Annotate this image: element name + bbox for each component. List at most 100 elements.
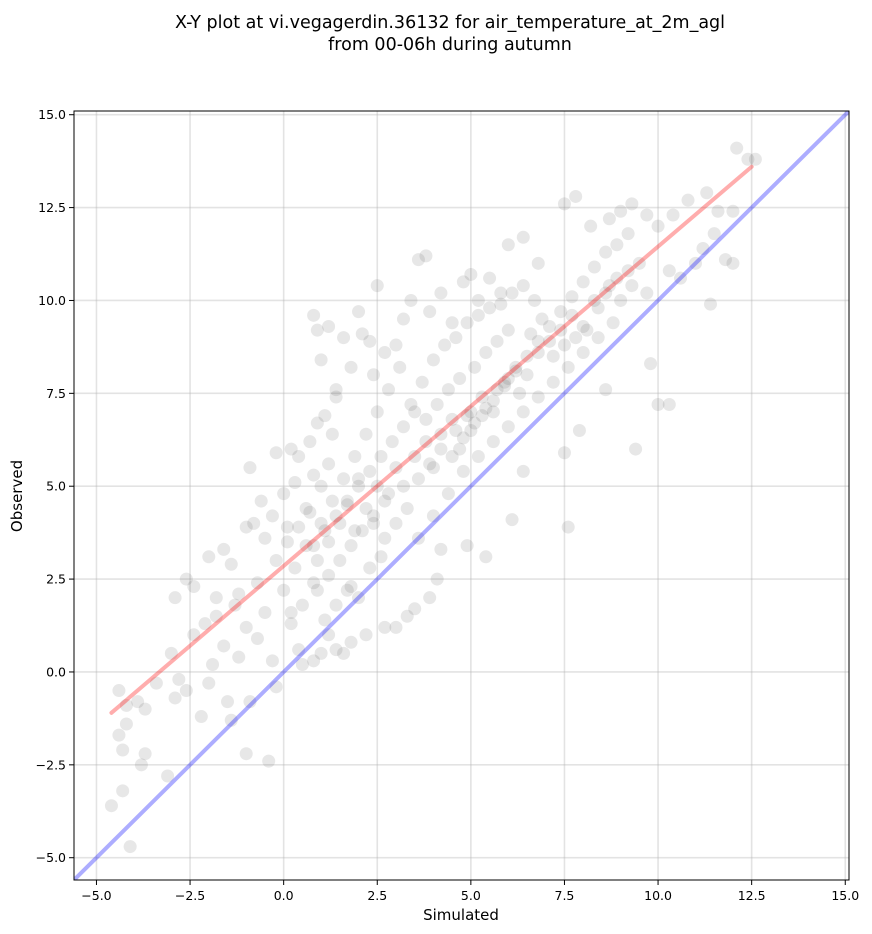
data-point [363,334,377,348]
data-point [310,323,324,337]
data-point [344,580,358,594]
data-point [303,435,317,449]
data-point [471,308,485,322]
data-point [662,397,676,411]
data-point [498,379,512,393]
data-point [441,383,455,397]
data-point [277,583,291,597]
data-point [453,371,467,385]
data-point [644,357,658,371]
data-point [254,494,268,508]
data-point [411,472,425,486]
data-point [322,628,336,642]
data-point [475,409,489,423]
data-point [546,349,560,363]
data-point [434,427,448,441]
data-point [524,327,538,341]
data-point [513,386,527,400]
data-point [232,587,246,601]
data-point [610,271,624,285]
data-point [441,487,455,501]
data-point [565,290,579,304]
data-point [217,542,231,556]
data-point [228,598,242,612]
data-point [599,286,613,300]
data-point [554,323,568,337]
data-point [284,606,298,620]
data-point [505,513,519,527]
data-point [606,316,620,330]
data-point [426,353,440,367]
data-point [239,747,253,761]
data-point [651,397,665,411]
data-point [337,472,351,486]
data-point [389,461,403,475]
data-point [370,405,384,419]
data-point [501,371,515,385]
data-point [352,472,366,486]
data-point [516,279,530,293]
data-point [217,639,231,653]
data-point [576,345,590,359]
data-point [434,542,448,556]
data-point [310,583,324,597]
data-point [179,684,193,698]
data-point [224,557,238,571]
data-point [509,360,523,374]
data-point [542,319,556,333]
data-point [393,360,407,374]
data-point [168,691,182,705]
data-point [284,442,298,456]
data-point [269,446,283,460]
data-point [423,591,437,605]
data-point [307,539,321,553]
data-point [198,617,212,631]
data-point [250,632,264,646]
data-point [576,319,590,333]
data-point [112,728,126,742]
data-point [404,397,418,411]
data-point [239,620,253,634]
data-point [490,383,504,397]
data-point [632,256,646,270]
data-point [501,420,515,434]
data-point [501,323,515,337]
chart-title-line-1: X-Y plot at vi.vegagerdin.36132 for air_… [175,13,725,33]
data-point [258,606,272,620]
x-tick-label: −5.0 [81,888,111,903]
data-point [344,360,358,374]
data-point [352,305,366,319]
data-point [561,360,575,374]
reference-lines [74,111,849,880]
data-point [557,446,571,460]
x-tick-label: 0.0 [274,888,294,903]
data-point [367,509,381,523]
data-point [703,297,717,311]
data-point [318,524,332,538]
data-point [355,524,369,538]
data-point [516,230,530,244]
data-point [520,349,534,363]
data-point [535,312,549,326]
y-tick-label: 7.5 [46,386,66,401]
plot-frame [73,110,850,881]
data-point [408,405,422,419]
data-point [490,334,504,348]
data-point [419,435,433,449]
data-point [303,505,317,519]
data-point [460,409,474,423]
data-point [531,256,545,270]
data-point [250,576,264,590]
data-point [625,279,639,293]
data-point [295,598,309,612]
data-point [640,286,654,300]
data-point [748,152,762,166]
data-point [348,524,362,538]
data-point [419,249,433,263]
y-axis-ticks: −5.0 −2.5 0.0 2.5 5.0 7.5 10.0 12.5 15.0 [36,107,74,865]
data-point [295,658,309,672]
data-point [565,308,579,322]
data-point [202,676,216,690]
data-point [426,461,440,475]
data-point [138,747,152,761]
